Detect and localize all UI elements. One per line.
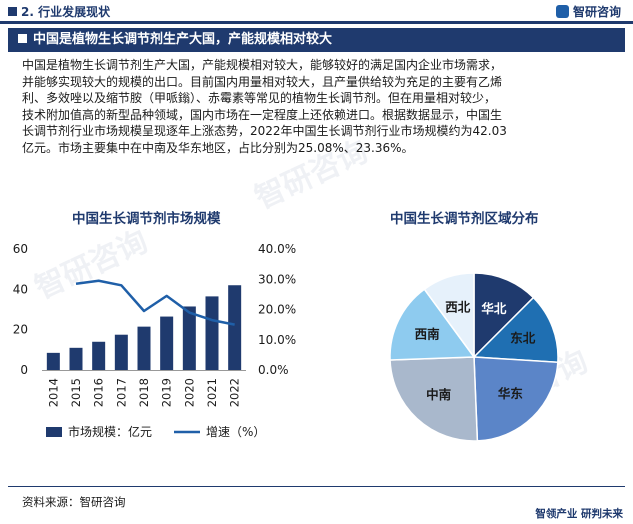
zhiyan-logo-icon — [555, 5, 569, 18]
y-left-tick-label: 40 — [13, 282, 28, 296]
section-title: 2. 行业发展现状 — [8, 3, 110, 20]
paragraph-line: 长调节剂行业市场规模呈现逐年上涨态势，2022年中国生长调节剂行业市场规模约为4… — [22, 124, 507, 139]
pie-label: 中南 — [426, 387, 452, 402]
x-tick-label: 2015 — [69, 378, 83, 407]
description-paragraph: 中国是植物生长调节剂生产大国，产能规模相对较大，能够较好的满足国内企业市场需求，… — [22, 57, 618, 157]
paragraph-line: 中国是植物生长调节剂生产大国，产能规模相对较大，能够较好的满足国内企业市场需求， — [22, 58, 503, 72]
bar-2016 — [92, 341, 106, 370]
y-left-tick-label: 0 — [20, 363, 28, 377]
bar-2022 — [228, 285, 242, 370]
bar-chart-title: 中国生长调节剂市场规模 — [72, 211, 221, 227]
x-tick-label: 2019 — [160, 378, 174, 407]
market-size-chart: 0 20 40 60 0.0% 10.0% 20.0% 30.0% 40.0% 2014 2015 2… — [13, 242, 296, 439]
bar-2014 — [46, 352, 60, 370]
bar-2020 — [182, 306, 196, 370]
bar-2015 — [69, 347, 83, 370]
x-tick-label: 2018 — [137, 378, 151, 407]
brand-logo: 智研咨询 — [555, 3, 621, 20]
pie-label: 华东 — [498, 386, 524, 401]
legend-bar-swatch — [46, 427, 62, 437]
y-right-tick-label: 20.0% — [258, 303, 296, 317]
x-tick-label: 2016 — [92, 378, 106, 407]
y-left-tick-label: 20 — [13, 323, 28, 337]
footer-divider — [8, 486, 625, 487]
pie-label: 西北 — [445, 299, 471, 314]
legend-line-label: 增速（%） — [206, 425, 265, 439]
y-left-tick-label: 60 — [13, 242, 28, 256]
x-tick-label: 2022 — [228, 378, 242, 407]
pie-slice-西北 — [423, 272, 475, 360]
brand-logo-text: 智研咨询 — [572, 5, 621, 19]
y-right-tick-label: 0.0% — [258, 363, 289, 377]
headline-banner: 中国是植物生长调节剂生产大国，产能规模相对较大 — [8, 28, 625, 52]
legend-bar-label: 市场规模：亿元 — [68, 424, 152, 439]
x-tick-label: 2021 — [205, 378, 219, 407]
top-bar: 2. 行业发展现状 智研咨询 — [0, 0, 633, 22]
banner-title: 中国是植物生长调节剂生产大国，产能规模相对较大 — [33, 32, 333, 47]
bar-2018 — [137, 326, 151, 370]
top-divider — [0, 21, 633, 24]
section-title-text: 2. 行业发展现状 — [21, 5, 111, 19]
bar-2017 — [114, 334, 128, 370]
paragraph-line: 技术附加值高的新型品种领域，国内市场在一定程度上还依赖进口。根据数据显示，中国生 — [22, 107, 503, 122]
x-tick-label: 2020 — [182, 378, 196, 407]
pie-chart-title: 中国生长调节剂区域分布 — [390, 211, 539, 227]
pie-slice-中南 — [389, 356, 479, 442]
pie-slice-东北 — [472, 296, 559, 364]
section-square-icon — [8, 7, 17, 16]
pie-label: 西南 — [415, 326, 441, 341]
x-tick-label: 2014 — [46, 378, 60, 407]
y-right-tick-label: 30.0% — [258, 272, 296, 286]
paragraph-line: 利、多效唑以及缩节胺（甲哌鎓）、赤霉素等常见的植物生长调节剂。但在用量相对较少， — [22, 91, 497, 106]
pie-slice-华东 — [473, 356, 559, 442]
pie-label: 东北 — [510, 331, 536, 346]
pie-slice-西南 — [389, 288, 476, 361]
pie-label: 华北 — [481, 301, 507, 316]
footer-slogan: 智领产业 研判未来 — [535, 508, 623, 520]
paragraph-line: 并能够实现较大的规模的出口。目前国内用量相对较大，且产量供给较为充足的主要有乙烯 — [22, 74, 503, 89]
growth-rate-line — [75, 279, 235, 326]
x-tick-label: 2017 — [114, 378, 128, 407]
source-note: 资料来源：智研咨询 — [22, 495, 126, 509]
paragraph-line: 亿元。市场主要集中在中南及华东地区，占比分别为25.08%、23.36%。 — [22, 140, 414, 155]
banner-square-icon — [18, 34, 27, 43]
bar-2019 — [160, 316, 174, 370]
y-right-tick-label: 40.0% — [258, 242, 296, 256]
pie-slice-华北 — [473, 272, 535, 359]
y-right-tick-label: 10.0% — [258, 333, 296, 347]
bar-2021 — [205, 296, 219, 370]
